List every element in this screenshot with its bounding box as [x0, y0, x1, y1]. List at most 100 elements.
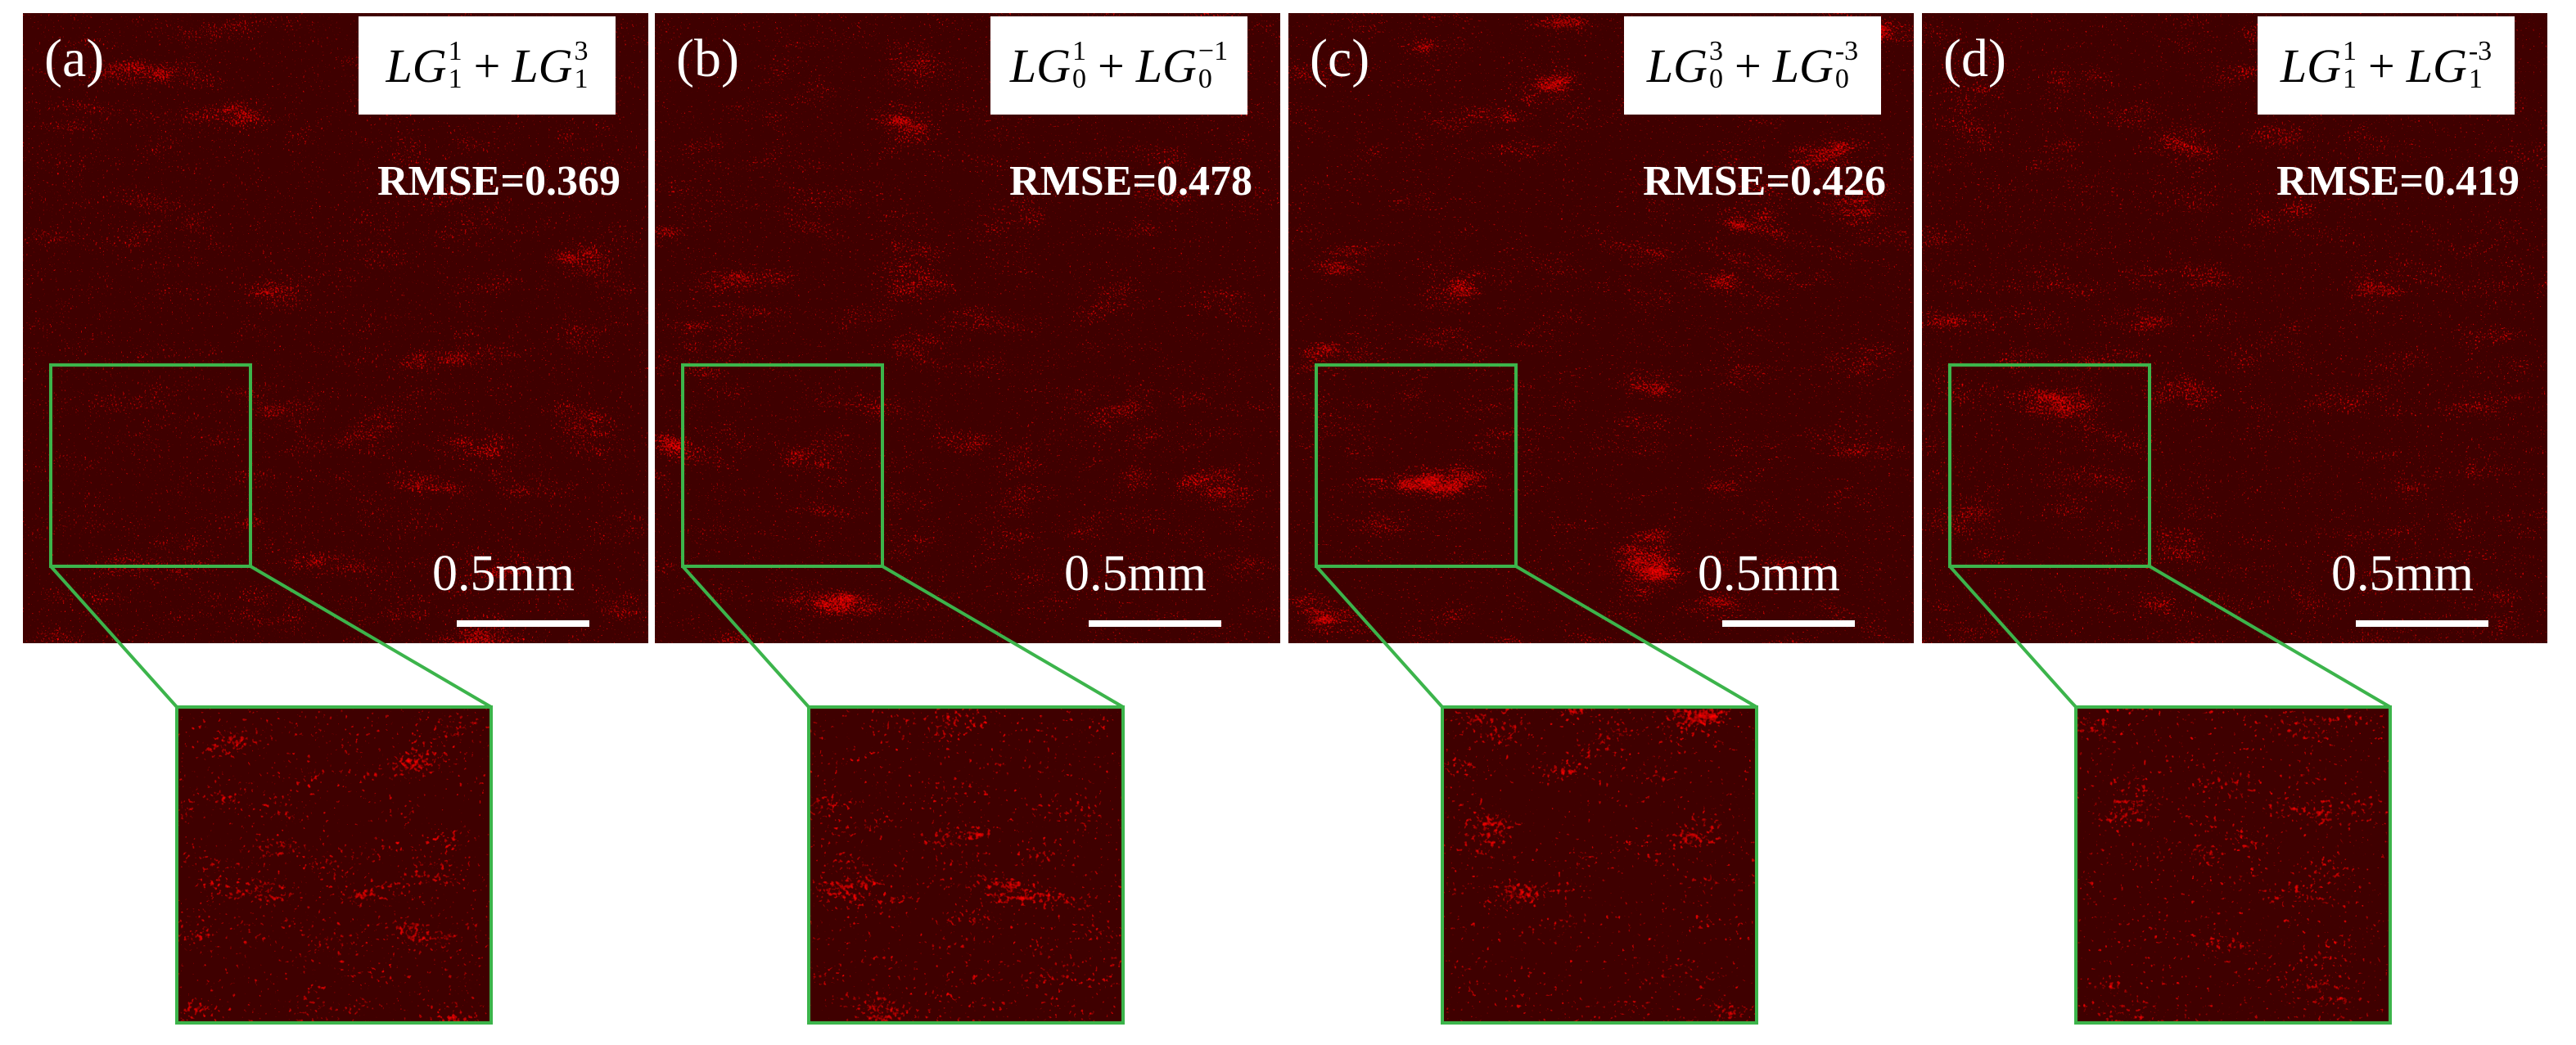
scale-label: 0.5mm: [432, 546, 575, 601]
indices: -3 0: [1835, 38, 1858, 93]
image-area: [2076, 707, 2390, 1023]
image-area: [23, 13, 648, 643]
speckle-image: [2076, 707, 2390, 1023]
speckle-image: [1288, 13, 1914, 643]
formula-box: LG 1 1 + LG 3 1: [359, 16, 616, 115]
speckle-image: [1922, 13, 2547, 643]
roi-box: [49, 363, 252, 568]
formula-box: LG 1 1 + LG -3 1: [2258, 16, 2515, 115]
operator: +: [473, 38, 501, 92]
image-area: [1442, 707, 1757, 1023]
subscript: 1: [2342, 64, 2357, 94]
speckle-image: [177, 707, 491, 1023]
term-base: LG: [1135, 38, 1197, 92]
term-base: LG: [2406, 38, 2467, 92]
superscript: -3: [1834, 36, 1859, 66]
subscript: 1: [448, 64, 462, 94]
formula-box: LG 3 0 + LG -3 0: [1624, 16, 1881, 115]
subscript: 1: [2468, 64, 2483, 94]
term: LG 1 0: [1010, 38, 1086, 93]
roi-box: [1315, 363, 1518, 568]
term: LG -3 0: [1773, 38, 1858, 93]
term-base: LG: [1646, 38, 1708, 92]
panel: (b) LG 1 0 + LG −1 0 RMSE=0.478 0.5mm: [655, 13, 1280, 643]
scale-bar: [457, 620, 589, 627]
term: LG 1 1: [2281, 38, 2357, 93]
formula-box: LG 1 0 + LG −1 0: [990, 16, 1247, 115]
panel-label: (b): [676, 29, 739, 88]
superscript: 1: [448, 36, 462, 66]
speckle-image: [809, 707, 1123, 1023]
term: LG 3 1: [512, 38, 588, 93]
scale-bar: [1089, 620, 1221, 627]
panel: (a) LG 1 1 + LG 3 1 RMSE=0.369 0.5mm: [23, 13, 648, 643]
indices: -3 1: [2469, 38, 2492, 93]
image-area: [1288, 13, 1914, 643]
superscript: 1: [2342, 36, 2357, 66]
subscript: 0: [1708, 64, 1723, 94]
panel-label: (d): [1943, 29, 2006, 88]
speckle-image: [1442, 707, 1757, 1023]
zoom-inset: [177, 707, 491, 1023]
connector: [681, 565, 810, 709]
roi-box: [681, 363, 884, 568]
connector: [49, 565, 178, 709]
term-base: LG: [1772, 38, 1834, 92]
term-base: LG: [512, 38, 573, 92]
subscript: 0: [1834, 64, 1849, 94]
superscript: -3: [2468, 36, 2493, 66]
scale-bar: [2356, 620, 2488, 627]
operator: +: [2367, 38, 2395, 92]
indices: −1 0: [1198, 38, 1228, 93]
zoom-inset: [2076, 707, 2390, 1023]
term: LG 3 0: [1647, 38, 1723, 93]
connector: [1514, 565, 1758, 709]
superscript: 3: [574, 36, 589, 66]
panel: (c) LG 3 0 + LG -3 0 RMSE=0.426 0.5mm: [1288, 13, 1914, 643]
zoom-inset: [1442, 707, 1757, 1023]
term: LG −1 0: [1136, 38, 1228, 93]
subscript: 1: [574, 64, 589, 94]
image-area: [655, 13, 1280, 643]
panel: (d) LG 1 1 + LG -3 1 RMSE=0.419 0.5mm: [1922, 13, 2547, 643]
zoom-frame: [1441, 705, 1758, 1025]
superscript: 3: [1708, 36, 1723, 66]
scale-label: 0.5mm: [1064, 546, 1207, 601]
panel-label: (c): [1310, 29, 1370, 88]
subscript: 0: [1072, 64, 1087, 94]
superscript: −1: [1198, 36, 1229, 66]
scale-bar: [1722, 620, 1855, 627]
rmse-label: RMSE=0.419: [2276, 158, 2520, 205]
zoom-frame: [2074, 705, 2392, 1025]
roi-box: [1948, 363, 2151, 568]
superscript: 1: [1072, 36, 1087, 66]
speckle-image: [655, 13, 1280, 643]
connector: [249, 565, 493, 709]
scale-label: 0.5mm: [2331, 546, 2474, 601]
term: LG -3 1: [2407, 38, 2492, 93]
connector: [1948, 565, 2077, 709]
speckle-image: [23, 13, 648, 643]
connector: [1315, 565, 1444, 709]
zoom-inset: [809, 707, 1123, 1023]
image-area: [1922, 13, 2547, 643]
rmse-label: RMSE=0.369: [377, 158, 620, 205]
image-area: [809, 707, 1123, 1023]
operator: +: [1098, 38, 1125, 92]
zoom-frame: [175, 705, 493, 1025]
zoom-frame: [807, 705, 1125, 1025]
operator: +: [1734, 38, 1762, 92]
connector: [2148, 565, 2392, 709]
panel-label: (a): [44, 29, 105, 88]
term-base: LG: [1009, 38, 1071, 92]
term-base: LG: [386, 38, 447, 92]
image-area: [177, 707, 491, 1023]
subscript: 0: [1198, 64, 1212, 94]
scale-label: 0.5mm: [1698, 546, 1840, 601]
